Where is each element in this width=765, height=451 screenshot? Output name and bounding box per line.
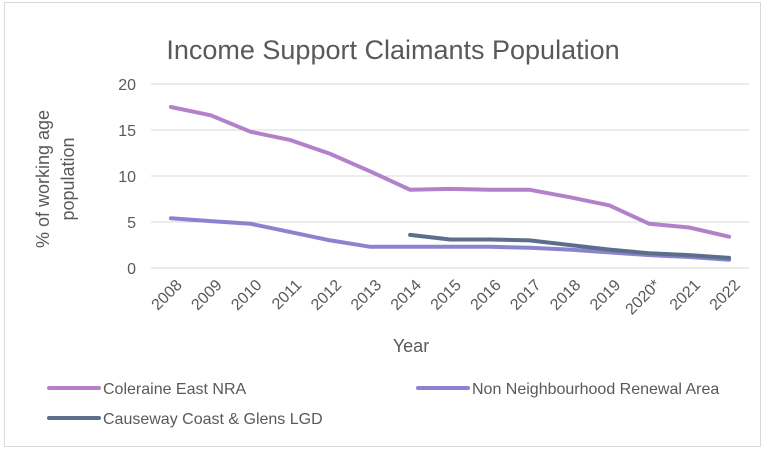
series-line-1 [168,216,732,262]
y-axis-ticks: 0 5 10 15 20 [118,77,136,278]
x-tick-label: 2021 [667,277,704,314]
y-axis-label-line-2: population [58,137,78,220]
x-tick-label: 2015 [428,277,465,314]
y-tick-label: 5 [127,215,136,232]
y-tick-label: 15 [118,123,136,140]
x-tick-label: 2012 [308,277,345,314]
x-tick-label: 2018 [547,277,584,314]
chart-title: Income Support Claimants Population [166,35,619,65]
legend-item-coleraine-east-nra: Coleraine East NRA [47,381,247,398]
y-axis-label-line-1: % of working age [33,110,53,248]
x-tick-label: 2017 [507,277,544,314]
y-tick-label: 0 [127,261,136,278]
legend: Coleraine East NRA Non Neighbourhood Ren… [47,381,719,428]
chart-frame: Income Support Claimants Population 0 5 10… [4,2,761,447]
x-tick-label: 2022 [707,277,744,314]
x-tick-label: 2020* [623,277,665,319]
legend-label-causeway-coast-glens-lgd: Causeway Coast & Glens LGD [103,411,323,428]
x-tick-label: 2011 [269,277,305,313]
legend-item-causeway-coast-glens-lgd: Causeway Coast & Glens LGD [47,411,323,428]
x-tick-label: 2016 [468,277,505,314]
line-chart: Income Support Claimants Population 0 5 10… [33,35,749,428]
series-lines [168,105,732,262]
legend-label-coleraine-east-nra: Coleraine East NRA [103,381,247,398]
x-tick-label: 2019 [587,277,624,314]
x-tick-label: 2014 [388,277,425,314]
x-axis-ticks: 2008 2009 2010 2011 2012 2013 2014 2015 2016 2017… [149,277,744,319]
series-line-2 [408,232,732,260]
x-tick-label: 2010 [228,277,265,314]
y-tick-label: 20 [118,77,136,94]
x-tick-label: 2013 [348,277,385,314]
x-axis-label: Year [393,336,429,356]
legend-label-non-nra: Non Neighbourhood Renewal Area [472,381,719,398]
y-tick-label: 10 [118,169,136,186]
x-tick-label: 2008 [149,277,186,314]
x-tick-label: 2009 [188,277,225,314]
series-line-0 [168,105,732,239]
legend-item-non-nra: Non Neighbourhood Renewal Area [416,381,719,398]
